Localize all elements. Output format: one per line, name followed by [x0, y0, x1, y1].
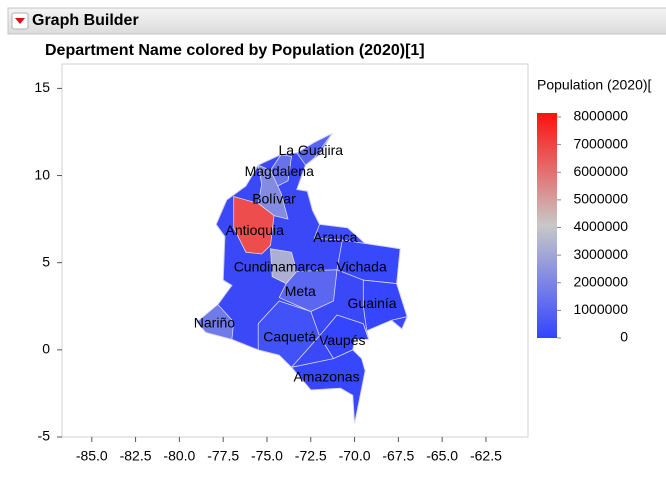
colorscale-title: Population (2020)[: [537, 77, 652, 93]
x-tick-label: -85.0: [76, 448, 108, 464]
colorscale-bar: [537, 113, 557, 338]
y-tick-label: 15: [34, 79, 50, 95]
y-tick-label: 10: [34, 166, 50, 182]
plot-area: La Guajira Magdalena Bolívar Antioquia Arauc…: [194, 132, 408, 424]
x-tick-label: -72.5: [295, 448, 327, 464]
chart-title: Department Name colored by Population (2…: [45, 42, 425, 59]
department-label: Antioquia: [226, 222, 285, 238]
x-tick-label: -82.5: [120, 448, 152, 464]
colorscale-tick-label: 0: [620, 329, 628, 345]
colorscale-tick-label: 1000000: [573, 301, 628, 317]
department-label: Magdalena: [245, 163, 314, 179]
department: [362, 279, 408, 332]
x-tick-label: -70.0: [339, 448, 371, 464]
department: [257, 164, 289, 220]
department-label: Vaupés: [319, 332, 365, 348]
y-tick-label: -5: [38, 428, 51, 444]
x-tick-label: -77.5: [207, 448, 239, 464]
department: [296, 133, 333, 166]
colorscale-tick-label: 8000000: [573, 108, 628, 124]
department: [233, 195, 275, 255]
header-bar: [7, 7, 666, 35]
colorscale-tick-label: 6000000: [573, 163, 628, 179]
department: [257, 300, 320, 368]
x-tick-label: -67.5: [382, 448, 414, 464]
colorscale-tick-label: 3000000: [573, 246, 628, 262]
colorscale-tick-label: 4000000: [573, 218, 628, 234]
colorscale-tick-label: 2000000: [573, 273, 628, 289]
department-label: Amazonas: [293, 368, 359, 384]
department-label: Guainía: [348, 295, 397, 311]
department-label: Vichada: [336, 259, 387, 275]
department-label: Bolívar: [252, 191, 296, 207]
department-label: Nariño: [194, 314, 235, 330]
x-tick-label: -62.5: [470, 448, 502, 464]
menu-triangle: [15, 18, 25, 24]
department: [290, 349, 366, 424]
header-title: Graph Builder: [32, 12, 139, 29]
department-label: Arauca: [313, 229, 358, 245]
y-tick-label: 0: [42, 341, 50, 357]
department: [196, 303, 235, 340]
department-label: Meta: [285, 283, 316, 299]
colorscale-tick-label: 5000000: [573, 191, 628, 207]
department-label: Cundinamarca: [234, 259, 325, 275]
x-tick-label: -80.0: [163, 448, 195, 464]
y-tick-label: 5: [42, 253, 50, 269]
x-tick-label: -65.0: [426, 448, 458, 464]
department-label: Caquetá: [263, 328, 316, 344]
department-label: La Guajira: [278, 142, 343, 158]
x-tick-label: -75.0: [251, 448, 283, 464]
colorscale-tick-label: 7000000: [573, 135, 628, 151]
